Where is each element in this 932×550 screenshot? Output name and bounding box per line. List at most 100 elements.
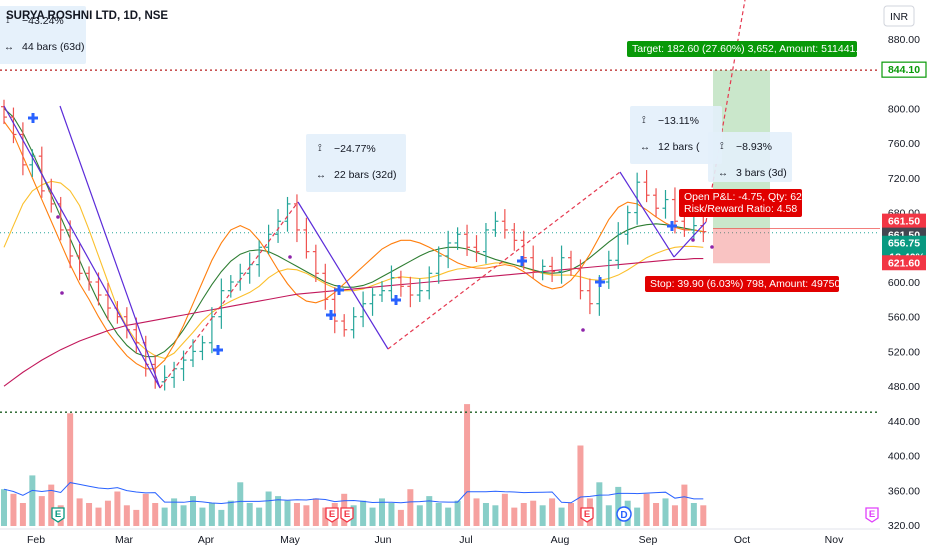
volume-bar (426, 496, 433, 526)
measure-boxes[interactable]: ⟟ −43.24% ↔ 44 bars (63d) ⟟ −24.77% ↔ 22 bars (… (0, 6, 792, 192)
volume-bar (227, 500, 234, 526)
open-pl-label-text: Risk/Reward Ratio: 4.58 (684, 203, 797, 215)
downtrend-line[interactable] (297, 201, 389, 350)
volume-bar (275, 496, 282, 526)
price-badge-bg (882, 235, 926, 251)
signal-dot (60, 291, 64, 295)
price-badge-label: 661.50 (888, 216, 920, 228)
measure-box[interactable]: ⟟ −8.93% ↔ 3 bars (3d) (708, 132, 792, 182)
price-tick-label: 360.00 (888, 485, 920, 497)
signal-markers (28, 113, 714, 355)
volume-bar (199, 507, 206, 526)
earnings-marker[interactable]: E (51, 507, 65, 523)
buy-cross-marker (391, 295, 401, 305)
price-axis[interactable]: 880.00840.00800.00760.00720.00680.00640.… (880, 30, 932, 550)
time-tick-label: Sep (639, 534, 658, 546)
earnings-marker[interactable]: E (325, 507, 339, 523)
price-tick-label: 440.00 (888, 416, 920, 428)
symbol-title[interactable]: SURYA ROSHNI LTD, 1D, NSE (6, 10, 168, 22)
measure-box[interactable]: ⟟ −13.11% ↔ 12 bars ( (630, 106, 722, 164)
ma-line (3, 121, 704, 370)
dividend-marker[interactable]: D (616, 506, 632, 522)
volume-bar (322, 507, 329, 526)
volume-bar (454, 500, 461, 526)
volume-bar (19, 503, 26, 526)
volume-bar (558, 507, 565, 526)
volume-bar (407, 489, 414, 526)
volume-bar (369, 507, 376, 526)
time-axis[interactable]: Feb Mar Apr May Jun Jul Aug Sep Oct Nov (0, 528, 880, 546)
stop-zone[interactable] (713, 228, 770, 264)
earnings-marker-bg (51, 507, 65, 523)
measure-bars: 3 bars (3d) (736, 167, 787, 179)
volume-bar (473, 498, 480, 526)
volume-bar (10, 493, 17, 526)
volume-bar (360, 500, 367, 526)
volume-bar (671, 505, 678, 526)
earnings-marker-bg (865, 507, 879, 523)
volume-bar (95, 507, 102, 526)
stop-label[interactable]: Stop: 39.90 (6.03%) 798, Amount: 497500 (645, 276, 846, 292)
price-tick-label: 320.00 (888, 520, 920, 532)
earnings-marker-bg (325, 507, 339, 523)
volume-bar (76, 498, 83, 526)
downtrend-line[interactable] (673, 221, 707, 258)
measure-percent: −43.24% (22, 15, 64, 27)
volume-bar (1, 489, 7, 526)
earnings-marker-label: E (344, 509, 350, 520)
volume-bar (397, 509, 404, 526)
volume-bar (48, 484, 55, 526)
target-label-bg (627, 41, 857, 57)
volume-bar (67, 413, 74, 526)
volume-bar (435, 503, 442, 526)
measure-box-bg (708, 132, 792, 182)
volume-bar (133, 509, 140, 526)
downtrend-line[interactable] (59, 105, 161, 389)
time-tick-label: Oct (734, 534, 750, 546)
buy-cross-marker (213, 345, 223, 355)
volume-bar (190, 496, 196, 526)
time-tick-label: Aug (551, 534, 570, 546)
price-badge-bg (881, 61, 927, 78)
earnings-marker[interactable]: E (865, 507, 879, 523)
volume-bar (293, 503, 300, 526)
measure-box[interactable]: ⟟ −24.77% ↔ 22 bars (32d) (306, 134, 406, 192)
uptrend-dashed-line[interactable] (159, 201, 299, 389)
target-label-text: Target: 182.60 (27.60%) 3,652, Amount: 5… (632, 43, 864, 55)
moving-average-lines (3, 108, 704, 387)
volume-ma-line (3, 482, 704, 504)
buy-cross-marker (326, 310, 336, 320)
downtrend-line[interactable] (619, 171, 675, 258)
buy-cross-marker (334, 285, 344, 295)
downtrend-line[interactable] (3, 105, 161, 389)
price-badge: 844.10 (881, 61, 927, 78)
measure-box-bg (630, 106, 722, 164)
measure-box[interactable]: ⟟ −43.24% ↔ 44 bars (63d) (0, 6, 86, 64)
earnings-marker-label: E (584, 509, 590, 520)
earnings-marker[interactable]: E (340, 507, 354, 523)
measure-box-bg (306, 134, 406, 192)
price-tick-label: 880.00 (888, 34, 920, 46)
volume-bar (492, 505, 499, 526)
volume-bar (549, 498, 556, 526)
measure-bars: 44 bars (63d) (22, 41, 84, 53)
currency-button[interactable] (883, 5, 915, 27)
volume-bar (86, 503, 93, 526)
time-tick-label: Jun (375, 534, 392, 546)
measure-bars: 12 bars ( (658, 141, 700, 153)
buy-cross-marker (517, 256, 527, 266)
volume-bar (152, 503, 159, 526)
earnings-marker[interactable]: E (580, 507, 594, 523)
volume-bar (265, 491, 272, 526)
target-label[interactable]: Target: 182.60 (27.60%) 3,652, Amount: 5… (627, 41, 864, 57)
price-tick-label: 760.00 (888, 138, 920, 150)
projection-dashed-line[interactable] (705, 0, 746, 223)
volume-bar (700, 505, 707, 526)
signal-dot (691, 238, 695, 242)
measure-bars: 22 bars (32d) (334, 169, 396, 181)
volume-bar (653, 503, 660, 526)
drawings[interactable] (3, 0, 746, 389)
